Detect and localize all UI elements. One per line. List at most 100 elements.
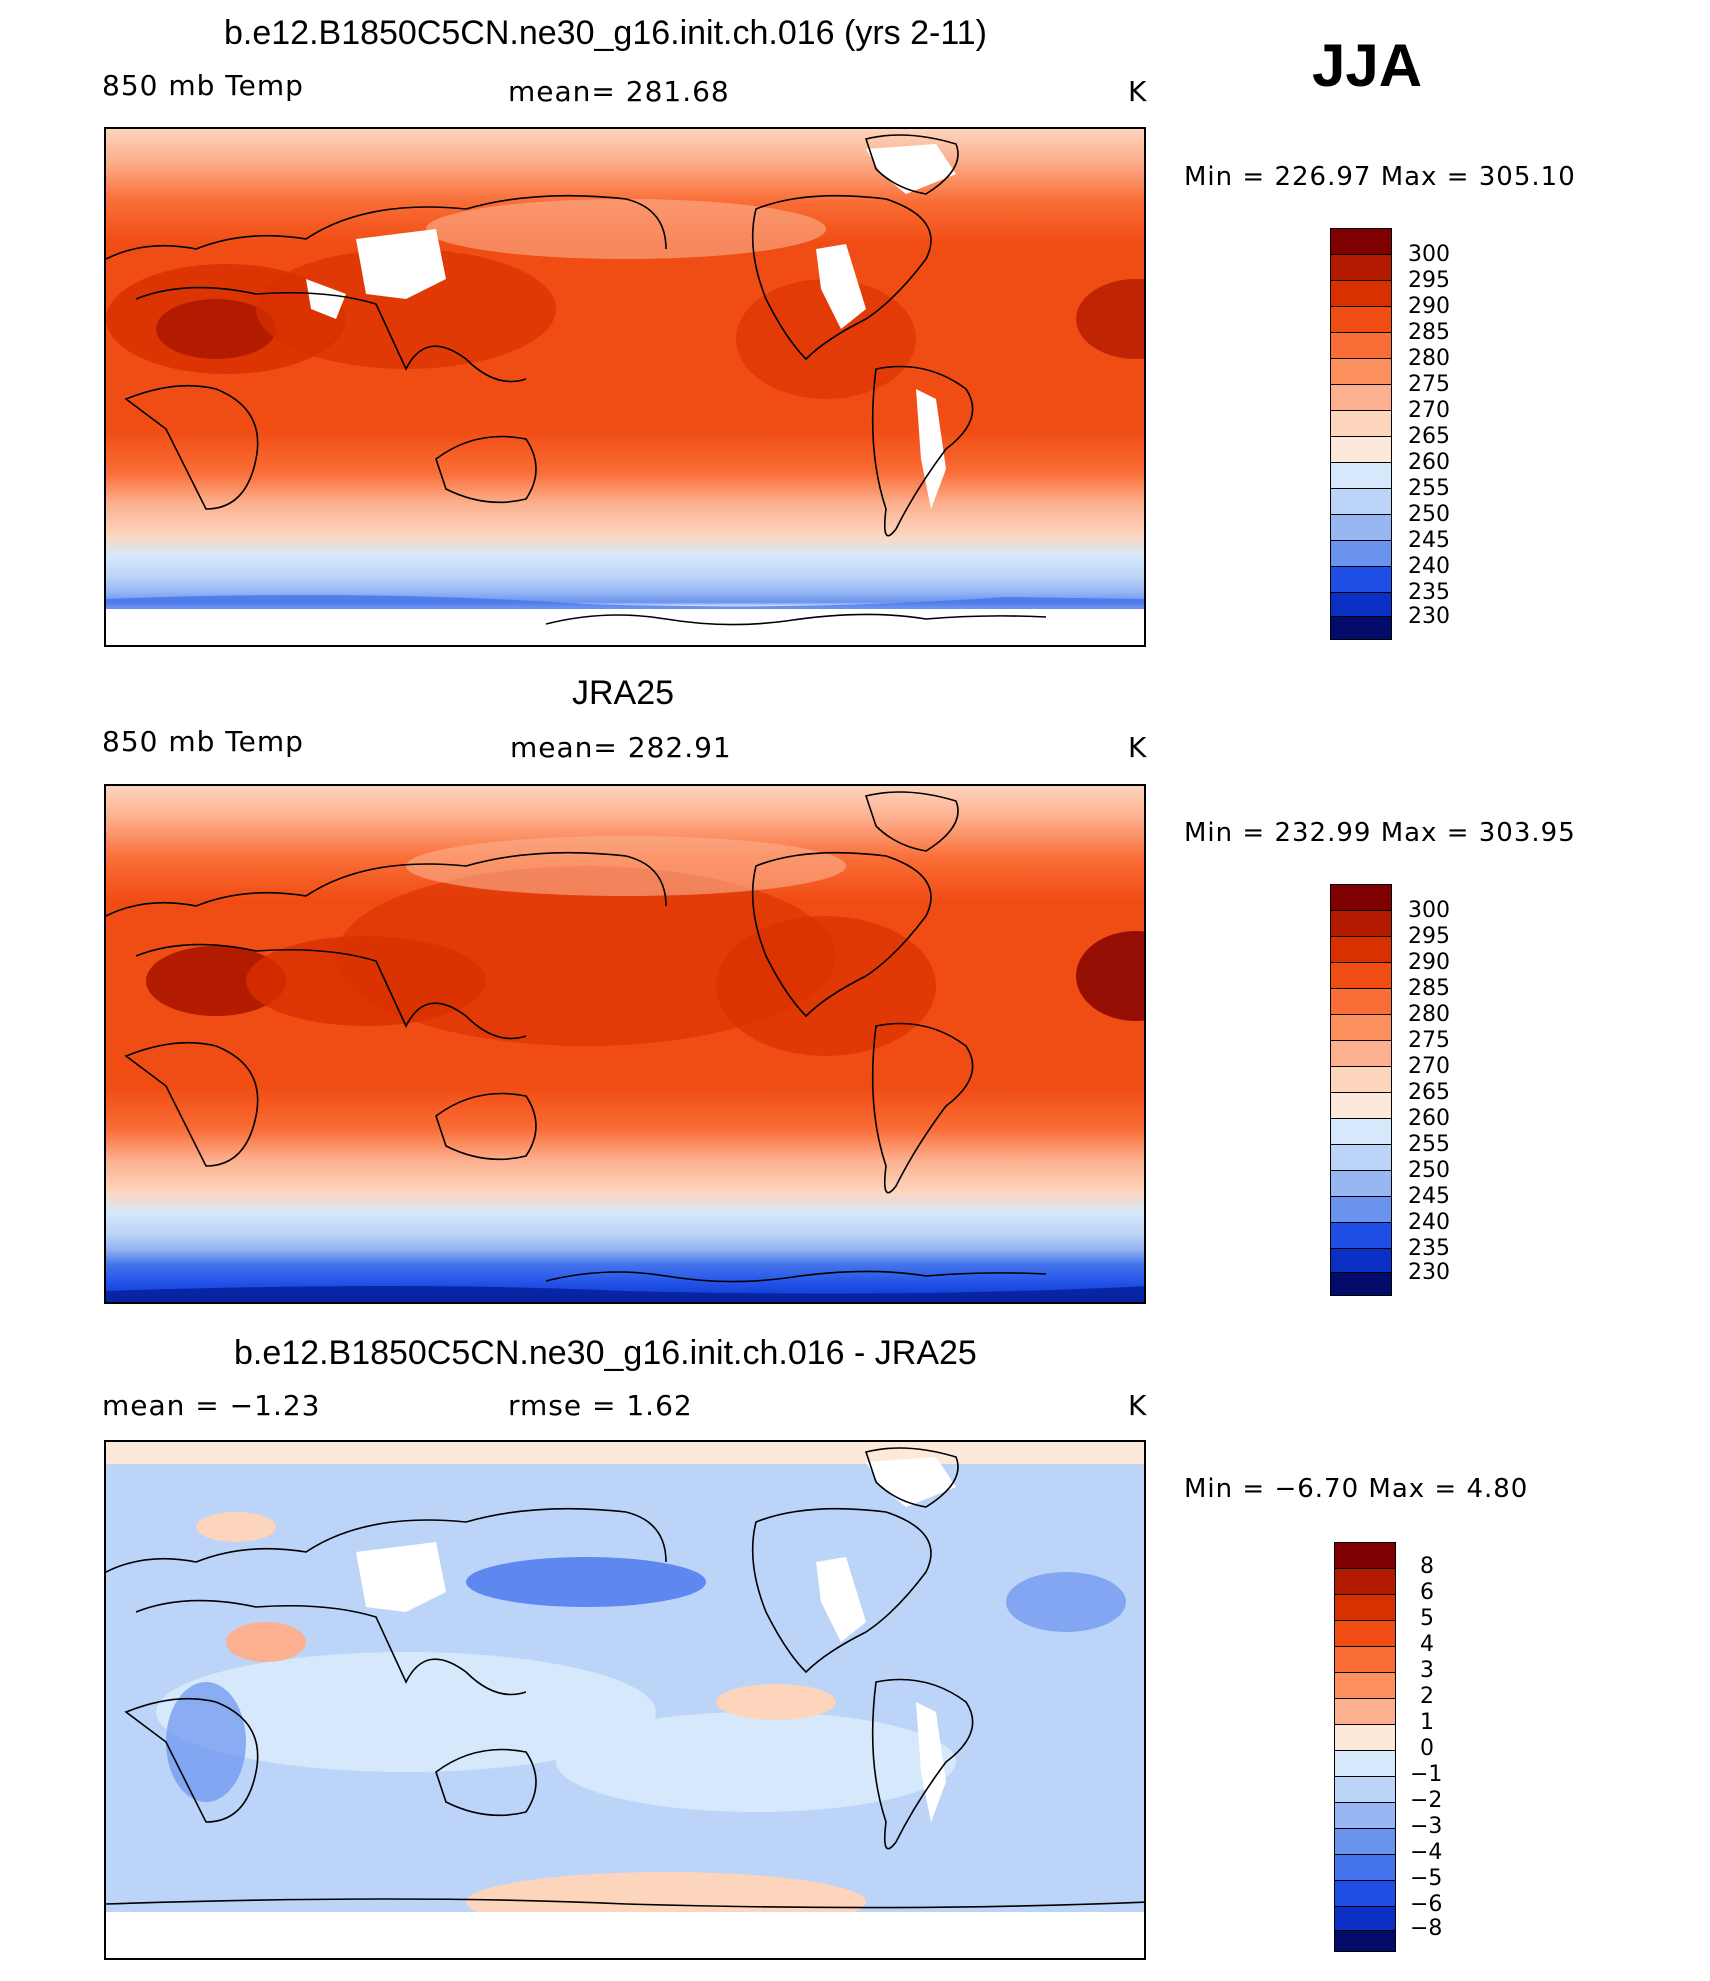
cbar1-box-11: [1331, 515, 1391, 541]
cbar2-box-13: [1331, 1223, 1391, 1249]
cbar1-box-15: [1331, 617, 1391, 639]
cbar3-label-10: −3: [1410, 1814, 1443, 1839]
cbar1-label-8: 260: [1408, 450, 1450, 475]
cbar2-label-11: 245: [1408, 1184, 1450, 1209]
cbar2-label-6: 270: [1408, 1054, 1450, 1079]
cbar1-box-0: [1331, 229, 1391, 255]
panel1-map: [104, 127, 1146, 647]
cbar2-box-6: [1331, 1041, 1391, 1067]
cbar2-box-7: [1331, 1067, 1391, 1093]
cbar2-box-14: [1331, 1249, 1391, 1273]
panel1-title: b.e12.B1850C5CN.ne30_g16.init.ch.016 (yr…: [224, 14, 987, 52]
cbar1-box-2: [1331, 281, 1391, 307]
panel2-title: JRA25: [572, 674, 675, 712]
cbar3-box-9: [1335, 1777, 1395, 1803]
cbar3-label-9: −2: [1410, 1788, 1443, 1813]
cbar1-label-11: 245: [1408, 528, 1450, 553]
cbar1-box-14: [1331, 593, 1391, 617]
panel3-rmse-label: rmse = 1.62: [508, 1389, 693, 1422]
panel1-mean-label: mean= 281.68: [508, 75, 730, 108]
cbar1-label-7: 265: [1408, 424, 1450, 449]
cbar2-box-15: [1331, 1273, 1391, 1295]
cbar1-box-13: [1331, 567, 1391, 593]
cbar3-box-3: [1335, 1621, 1395, 1647]
panel2-mean-label: mean= 282.91: [510, 731, 732, 764]
cbar3-label-13: −6: [1410, 1892, 1443, 1917]
cbar3-label-7: 0: [1420, 1736, 1434, 1761]
panel3-map: [104, 1440, 1146, 1960]
cbar3-label-5: 2: [1420, 1684, 1434, 1709]
cbar2-label-2: 290: [1408, 950, 1450, 975]
cbar2-box-0: [1331, 885, 1391, 911]
cbar1-label-9: 255: [1408, 476, 1450, 501]
cbar2-box-8: [1331, 1093, 1391, 1119]
cbar3-box-4: [1335, 1647, 1395, 1673]
cbar2-label-5: 275: [1408, 1028, 1450, 1053]
cbar1-label-10: 250: [1408, 502, 1450, 527]
cbar1-label-12: 240: [1408, 554, 1450, 579]
cbar3-box-15: [1335, 1931, 1395, 1951]
panel2-variable-label: 850 mb Temp: [102, 725, 304, 758]
cbar3-label-12: −5: [1410, 1866, 1443, 1891]
panel3-units: K: [1128, 1389, 1148, 1422]
cbar3-box-0: [1335, 1543, 1395, 1569]
cbar2-box-9: [1331, 1119, 1391, 1145]
cbar1-box-8: [1331, 437, 1391, 463]
cbar2-label-13: 235: [1408, 1236, 1450, 1261]
cbar3-box-1: [1335, 1569, 1395, 1595]
cbar1-label-0: 300: [1408, 242, 1450, 267]
cbar3-box-6: [1335, 1699, 1395, 1725]
cbar1-label-3: 285: [1408, 320, 1450, 345]
cbar2-label-3: 285: [1408, 976, 1450, 1001]
cbar3-box-11: [1335, 1829, 1395, 1855]
cbar2-label-7: 265: [1408, 1080, 1450, 1105]
cbar3-label-6: 1: [1420, 1710, 1434, 1735]
cbar3-label-1: 6: [1420, 1580, 1434, 1605]
cbar3-box-8: [1335, 1751, 1395, 1777]
cbar2-box-4: [1331, 989, 1391, 1015]
cbar1-label-14: 230: [1408, 604, 1450, 629]
cbar1-label-5: 275: [1408, 372, 1450, 397]
cbar3-box-10: [1335, 1803, 1395, 1829]
cbar3-label-3: 4: [1420, 1632, 1434, 1657]
cbar2-box-1: [1331, 911, 1391, 937]
cbar2-label-12: 240: [1408, 1210, 1450, 1235]
cbar2-box-12: [1331, 1197, 1391, 1223]
panel1-units: K: [1128, 75, 1148, 108]
cbar1-box-7: [1331, 411, 1391, 437]
cbar2-label-9: 255: [1408, 1132, 1450, 1157]
cbar2-box-5: [1331, 1015, 1391, 1041]
panel3-minmax: Min = −6.70 Max = 4.80: [1184, 1474, 1529, 1504]
cbar3-box-7: [1335, 1725, 1395, 1751]
panel2-minmax: Min = 232.99 Max = 303.95: [1184, 818, 1576, 848]
cbar2-label-4: 280: [1408, 1002, 1450, 1027]
panel3-colorbar: [1334, 1542, 1396, 1952]
cbar3-label-2: 5: [1420, 1606, 1434, 1631]
panel2-units: K: [1128, 731, 1148, 764]
cbar2-label-1: 295: [1408, 924, 1450, 949]
cbar1-box-12: [1331, 541, 1391, 567]
cbar3-label-14: −8: [1410, 1916, 1443, 1941]
panel1-minmax: Min = 226.97 Max = 305.10: [1184, 162, 1576, 192]
panel3-mean-label: mean = −1.23: [102, 1389, 321, 1422]
cbar2-label-8: 260: [1408, 1106, 1450, 1131]
cbar3-box-13: [1335, 1881, 1395, 1907]
cbar1-box-3: [1331, 307, 1391, 333]
cbar3-label-0: 8: [1420, 1554, 1434, 1579]
cbar3-box-14: [1335, 1907, 1395, 1931]
cbar3-box-5: [1335, 1673, 1395, 1699]
cbar2-box-3: [1331, 963, 1391, 989]
cbar1-box-10: [1331, 489, 1391, 515]
panel1-variable-label: 850 mb Temp: [102, 69, 304, 102]
cbar2-box-2: [1331, 937, 1391, 963]
cbar3-box-2: [1335, 1595, 1395, 1621]
cbar1-label-1: 295: [1408, 268, 1450, 293]
cbar2-label-0: 300: [1408, 898, 1450, 923]
cbar1-label-6: 270: [1408, 398, 1450, 423]
panel2-colorbar: [1330, 884, 1392, 1296]
cbar3-label-8: −1: [1410, 1762, 1443, 1787]
cbar1-box-6: [1331, 385, 1391, 411]
cbar2-label-10: 250: [1408, 1158, 1450, 1183]
cbar1-label-2: 290: [1408, 294, 1450, 319]
cbar1-box-5: [1331, 359, 1391, 385]
